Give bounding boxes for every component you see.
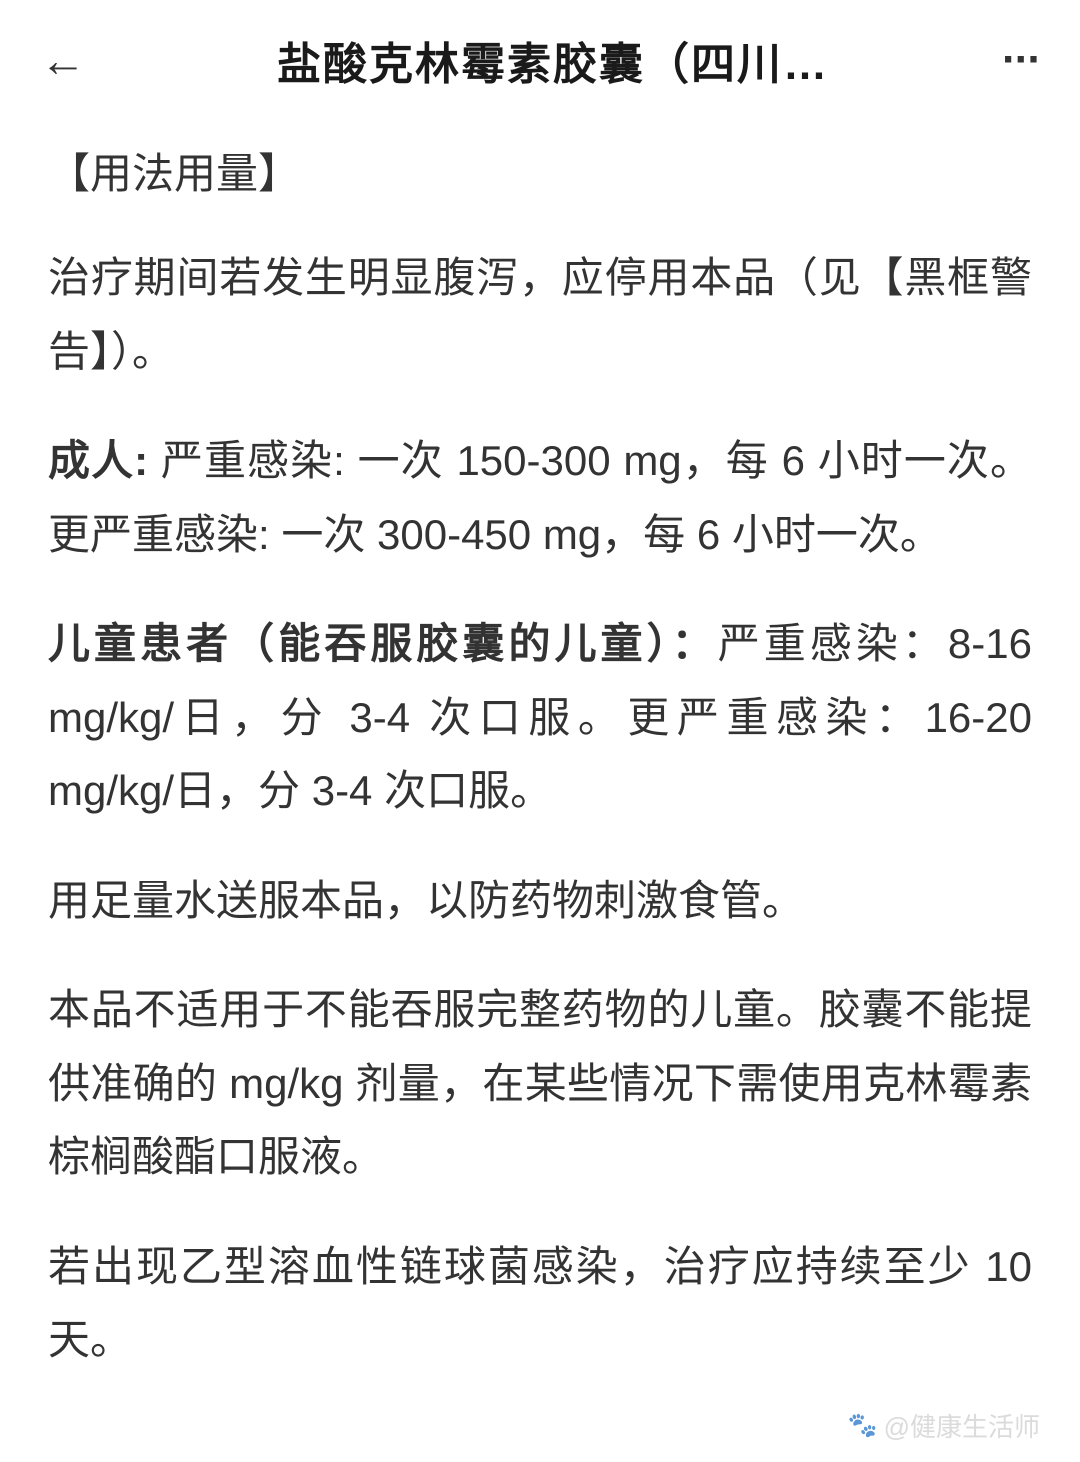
back-icon[interactable]: ← (40, 37, 86, 83)
paragraph-strep: 若出现乙型溶血性链球菌感染，治疗应持续至少 10 天。 (48, 1230, 1032, 1377)
page-title: 盐酸克林霉素胶囊（四川… (126, 28, 1040, 92)
child-label: 儿童患者（能吞服胶囊的儿童）： (48, 620, 718, 667)
paragraph-capsule: 本品不适用于不能吞服完整药物的儿童。胶囊不能提供准确的 mg/kg 剂量，在某些… (48, 973, 1032, 1194)
section-title: 【用法用量】 (48, 142, 1032, 205)
watermark-icon: 🐾 (848, 1411, 878, 1440)
paragraph-warning: 治疗期间若发生明显腹泻，应停用本品（见【黑框警告】）。 (48, 241, 1032, 388)
content-area: 【用法用量】 治疗期间若发生明显腹泻，应停用本品（见【黑框警告】）。 成人: 严… (0, 112, 1080, 1377)
paragraph-water: 用足量水送服本品，以防药物刺激食管。 (48, 864, 1032, 938)
adult-label: 成人: (48, 437, 148, 484)
paragraph-child: 儿童患者（能吞服胶囊的儿童）：严重感染：8-16 mg/kg/日，分 3-4 次… (48, 607, 1032, 828)
more-icon[interactable]: ··· (1002, 35, 1040, 85)
paragraph-adult: 成人: 严重感染: 一次 150-300 mg，每 6 小时一次。更严重感染: … (48, 424, 1032, 571)
watermark-text: @健康生活师 (884, 1407, 1040, 1444)
watermark: 🐾 @健康生活师 (848, 1407, 1040, 1444)
header: ← 盐酸克林霉素胶囊（四川… ··· (0, 0, 1080, 112)
adult-text: 严重感染: 一次 150-300 mg，每 6 小时一次。更严重感染: 一次 3… (48, 437, 1032, 558)
